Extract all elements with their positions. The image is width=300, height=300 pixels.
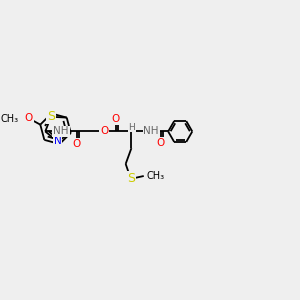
Text: H: H <box>129 123 135 132</box>
Text: CH₃: CH₃ <box>147 171 165 181</box>
Text: O: O <box>157 138 165 148</box>
Text: NH: NH <box>53 127 69 136</box>
Text: NH: NH <box>143 127 159 136</box>
Text: O: O <box>73 139 81 148</box>
Text: S: S <box>47 110 55 123</box>
Text: S: S <box>127 172 135 185</box>
Text: O: O <box>25 113 33 123</box>
Text: CH₃: CH₃ <box>0 114 19 124</box>
Text: O: O <box>100 127 108 136</box>
Text: O: O <box>112 114 120 124</box>
Text: N: N <box>54 136 61 146</box>
